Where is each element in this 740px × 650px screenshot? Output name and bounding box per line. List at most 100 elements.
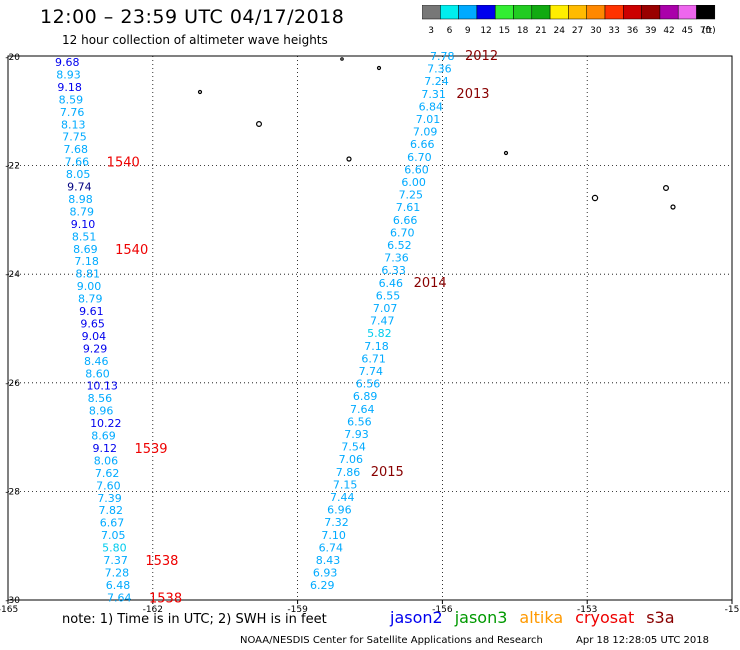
pass-time-label: 2015 xyxy=(371,465,404,480)
wave-height-label: 6.74 xyxy=(319,541,344,554)
wave-height-label: 9.68 xyxy=(55,56,80,69)
wave-height-label: 6.60 xyxy=(404,163,429,176)
colorbar-label: 45 xyxy=(682,26,693,36)
wave-height-label: 7.78 xyxy=(430,50,455,63)
wave-height-label: 8.46 xyxy=(84,355,109,368)
colorbar-label: 3 xyxy=(428,26,434,36)
satellite-legend-cryosat: cryosat xyxy=(575,608,635,627)
island-outline xyxy=(256,120,263,127)
wave-height-label: 7.64 xyxy=(107,591,132,604)
wave-height-label: 6.56 xyxy=(356,378,381,391)
wave-height-label: 7.06 xyxy=(339,453,364,466)
pass-time-label: 1538 xyxy=(145,554,178,569)
colorbar-label: 6 xyxy=(447,26,453,36)
wave-height-label: 7.39 xyxy=(97,492,122,505)
map-grid: -165 -162 -159 -156 -153 -15 -20 -22 -24 -26 -28 -3… xyxy=(0,53,739,615)
wave-height-label: 8.05 xyxy=(66,168,91,181)
wave-height-label: 8.06 xyxy=(94,454,119,467)
wave-height-label: 6.70 xyxy=(390,226,415,239)
wave-height-label: 8.43 xyxy=(316,554,341,567)
wave-height-label: 6.66 xyxy=(410,138,435,151)
wave-height-label: 7.18 xyxy=(364,340,389,353)
island-outline xyxy=(503,150,509,156)
colorbar-label: 18 xyxy=(517,26,529,36)
wave-height-label: 7.32 xyxy=(324,516,349,529)
island-outline xyxy=(376,65,382,71)
satellite-legend-jason2: jason2 xyxy=(390,608,443,627)
wave-height-label: 9.10 xyxy=(71,218,96,231)
wave-height-label: 8.93 xyxy=(56,68,81,81)
wave-height-label: 8.98 xyxy=(68,193,93,206)
wave-height-label: 9.04 xyxy=(82,330,107,343)
colorbar-swatch xyxy=(696,5,716,20)
wave-height-label: 7.82 xyxy=(99,504,124,517)
wave-height-label: 8.79 xyxy=(70,205,95,218)
wave-height-label: 6.93 xyxy=(313,567,338,580)
pass-time-label: 1539 xyxy=(134,442,167,457)
wave-height-label: 6.00 xyxy=(401,176,426,189)
wave-height-colorbar: 3 6 9 12 15 18 21 24 27 30 33 36 39 42 45 70(ft) xyxy=(422,5,716,36)
pass-time-label: 2013 xyxy=(456,87,489,102)
lat-tick-label: -24 xyxy=(5,270,20,280)
wave-height-label: 7.66 xyxy=(65,156,90,169)
wave-height-label: 10.13 xyxy=(86,380,118,393)
map-frame xyxy=(7,55,733,601)
lon-tick-label: -15 xyxy=(725,605,740,615)
wave-height-label: 10.22 xyxy=(90,417,122,430)
wave-height-label: 9.65 xyxy=(80,317,105,330)
lat-tick-label: -20 xyxy=(5,53,20,63)
wave-height-label: 7.01 xyxy=(416,113,441,126)
colorbar-label: 12 xyxy=(480,26,491,36)
wave-height-label: 7.86 xyxy=(336,466,361,479)
colorbar-label: 36 xyxy=(627,26,639,36)
wave-height-label: 8.81 xyxy=(76,268,101,281)
pass-time-label: 2014 xyxy=(414,276,447,291)
wave-height-label: 6.84 xyxy=(419,100,444,113)
lat-tick-label: -28 xyxy=(5,487,20,497)
wave-height-label: 9.00 xyxy=(77,280,102,293)
wave-height-label: 6.29 xyxy=(310,579,335,592)
wave-height-label: 7.15 xyxy=(333,478,358,491)
timestamp: Apr 18 12:28:05 UTC 2018 xyxy=(576,635,709,646)
island-outline xyxy=(346,156,352,162)
lon-tick-label: -165 xyxy=(0,605,18,615)
lon-tick-label: -159 xyxy=(287,605,308,615)
satellite-legend: jason2 jason3 altika cryosat s3a xyxy=(390,608,687,627)
lon-tick-label: -156 xyxy=(432,605,453,615)
island-outline xyxy=(670,204,676,210)
satellite-legend-altika: altika xyxy=(519,608,564,627)
wave-height-label: 7.24 xyxy=(424,75,449,88)
colorbar-label: 27 xyxy=(572,26,583,36)
wave-height-label: 7.44 xyxy=(330,491,355,504)
wave-height-label: 7.62 xyxy=(95,467,120,480)
wave-height-label: 8.79 xyxy=(78,293,103,306)
wave-height-label: 8.59 xyxy=(59,93,84,106)
map-subtitle: 12 hour collection of altimeter wave hei… xyxy=(62,33,328,47)
wave-height-label: 7.18 xyxy=(74,255,99,268)
wave-height-label: 7.05 xyxy=(101,529,126,542)
pass-time-label: 1538 xyxy=(149,591,182,606)
wave-height-label: 5.80 xyxy=(102,542,127,555)
wave-height-label: 8.56 xyxy=(88,392,113,405)
map-title: 12:00 – 23:59 UTC 04/17/2018 xyxy=(40,6,345,28)
wave-height-label: 6.46 xyxy=(379,277,404,290)
lon-tick-label: -162 xyxy=(143,605,163,615)
wave-height-label: 8.69 xyxy=(73,243,98,256)
colorbar-label: 24 xyxy=(554,26,566,36)
wave-height-label: 7.74 xyxy=(359,365,384,378)
wave-height-label: 8.13 xyxy=(61,118,85,131)
wave-height-label: 6.33 xyxy=(381,264,406,277)
wave-height-label: 7.36 xyxy=(384,252,409,265)
colorbar-label: 33 xyxy=(608,26,619,36)
wave-height-label: 7.60 xyxy=(96,479,121,492)
island-outline xyxy=(197,89,203,95)
wave-height-label: 6.96 xyxy=(327,504,352,517)
wave-height-label: 6.56 xyxy=(347,415,372,428)
wave-height-label: 7.54 xyxy=(341,441,366,454)
wave-height-label: 9.29 xyxy=(83,342,108,355)
wave-height-label: 7.37 xyxy=(103,554,128,567)
wave-height-label: 7.07 xyxy=(373,302,398,315)
wave-height-label: 8.96 xyxy=(89,405,114,418)
colorbar-label: 30 xyxy=(590,26,602,36)
wave-height-label: 7.25 xyxy=(399,189,424,202)
